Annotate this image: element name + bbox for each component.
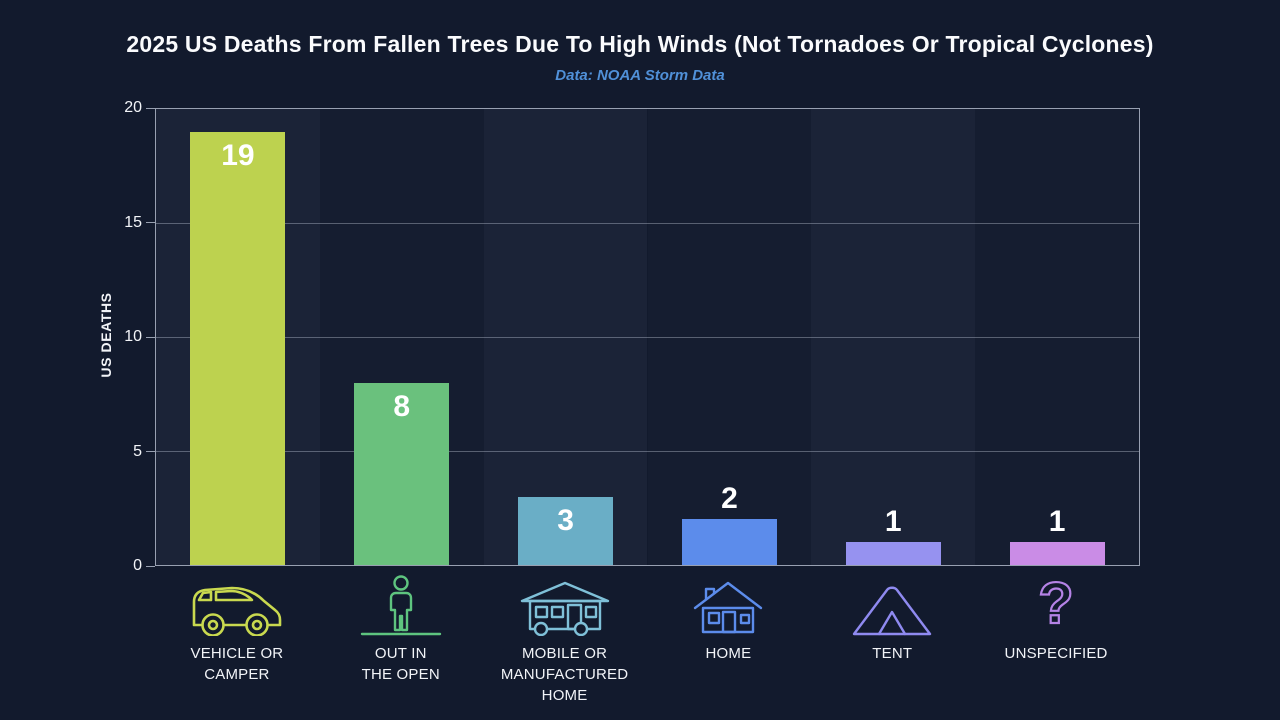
bar-home <box>681 519 777 565</box>
column-band <box>811 109 976 565</box>
category-icon-box <box>810 570 974 636</box>
person-icon <box>360 575 441 636</box>
category-label-line: HOME <box>541 687 588 704</box>
vehicle-icon <box>192 586 282 636</box>
bar-value-label: 1 <box>884 505 902 539</box>
category-label-line: CAMPER <box>204 666 270 683</box>
bar-vehicle-or-camper <box>190 131 286 565</box>
category-label: TENT <box>810 643 974 664</box>
bar-value-label: 19 <box>221 138 255 172</box>
bar-mobile-or-manufactured-home <box>518 496 614 565</box>
category-label-line: MANUFACTURED <box>500 666 629 683</box>
column-band <box>483 109 648 565</box>
category-label-line: THE OPEN <box>361 666 440 683</box>
category-label: MOBILE OR MANUFACTURED HOME <box>483 643 647 706</box>
y-tick-mark <box>146 565 155 567</box>
y-tick-label: 15 <box>124 213 142 231</box>
category-icon-box: ? <box>974 570 1138 636</box>
mobile-home-icon <box>520 581 609 636</box>
category-icon-box <box>483 570 647 636</box>
category-label: VEHICLE OR CAMPER <box>155 643 319 685</box>
y-tick-label: 5 <box>133 442 142 460</box>
bar-value-label: 2 <box>721 482 738 516</box>
chart-subtitle: Data: NOAA Storm Data <box>555 67 725 84</box>
bar-unspecified <box>1009 542 1105 565</box>
category-label-line: UNSPECIFIED <box>1004 645 1108 662</box>
category-icon-box <box>319 570 483 636</box>
category-column: ? UNSPECIFIED <box>974 570 1138 664</box>
category-label-line: HOME <box>705 645 752 662</box>
category-icon-box <box>155 570 319 636</box>
category-column: TENT <box>810 570 974 664</box>
y-tick-mark <box>146 451 155 452</box>
category-label: OUT IN THE OPEN <box>319 643 483 685</box>
category-column: OUT IN THE OPEN <box>319 570 483 685</box>
gridline <box>156 337 1139 338</box>
home-icon <box>694 581 763 634</box>
svg-text:?: ? <box>1038 572 1073 636</box>
y-tick-mark <box>146 336 155 338</box>
bar-value-label: 1 <box>1048 505 1066 539</box>
column-band <box>975 109 1139 565</box>
category-column: VEHICLE OR CAMPER <box>155 570 319 685</box>
bar-value-label: 3 <box>557 503 574 537</box>
category-label-line: MOBILE OR <box>521 645 608 662</box>
bar-out-in-the-open <box>354 382 450 565</box>
chart-title: 2025 US Deaths From Fallen Trees Due To … <box>126 31 1154 57</box>
category-icon-box <box>647 570 811 636</box>
category-column: HOME <box>647 570 811 664</box>
y-tick-label: 0 <box>133 557 142 574</box>
question-mark-icon: ? <box>1037 572 1075 636</box>
gridline <box>156 223 1139 224</box>
category-label: UNSPECIFIED <box>974 643 1138 664</box>
category-column: MOBILE OR MANUFACTURED HOME <box>483 570 647 706</box>
tent-icon <box>853 586 932 636</box>
column-band <box>647 109 812 565</box>
category-label-line: OUT IN <box>374 645 427 662</box>
category-label-line: TENT <box>872 645 913 662</box>
bar-value-label: 8 <box>393 389 411 423</box>
y-tick-mark <box>146 107 155 109</box>
y-tick-label: 20 <box>124 99 142 116</box>
y-tick-mark <box>146 222 155 223</box>
bar-tent <box>845 542 941 565</box>
gridline <box>156 451 1139 452</box>
y-tick-label: 10 <box>124 328 142 345</box>
category-label: HOME <box>647 643 811 664</box>
plot-area: 19 8 3 2 1 1 <box>155 108 1140 566</box>
category-label-line: VEHICLE OR <box>190 645 284 662</box>
